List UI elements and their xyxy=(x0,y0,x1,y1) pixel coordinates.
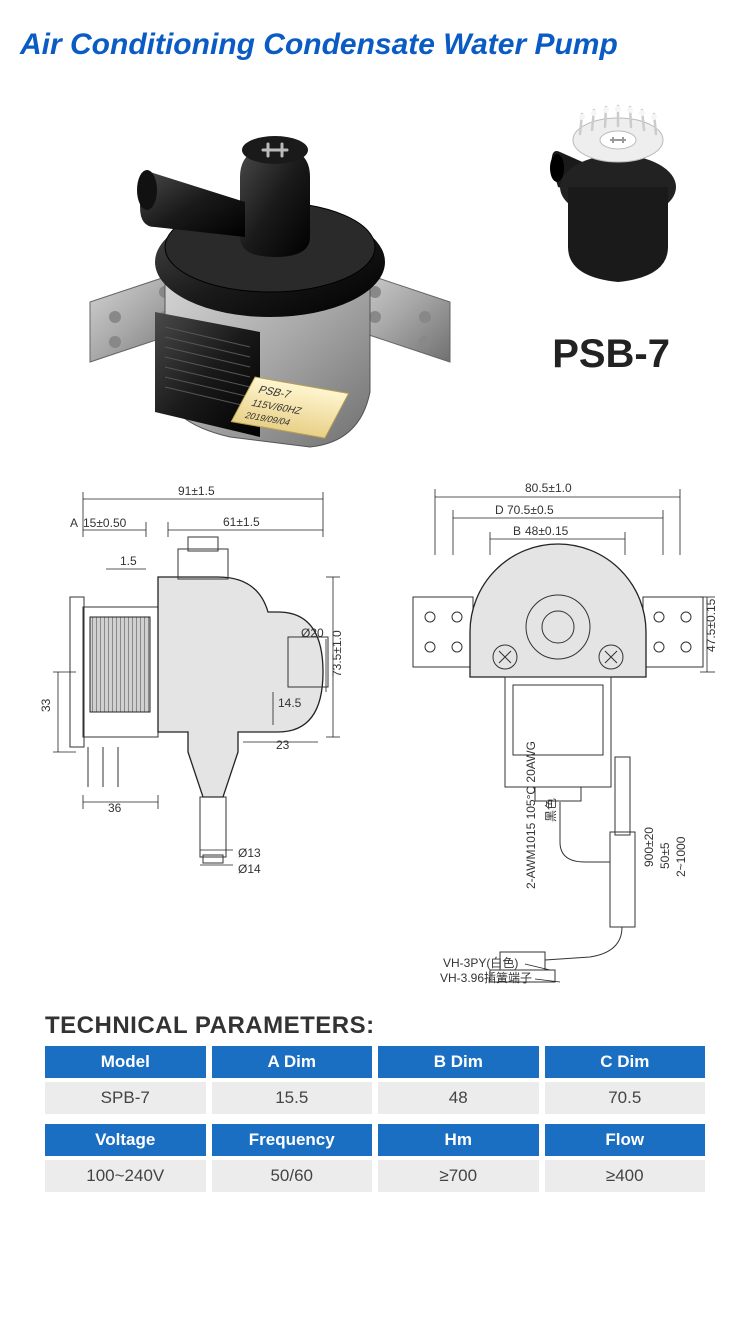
td-model: SPB-7 xyxy=(45,1082,206,1114)
td-flow: ≥400 xyxy=(545,1160,706,1192)
svg-text:Ø13: Ø13 xyxy=(238,846,261,860)
pump-main-photo: PSB-7 115V/60HZ 2019/09/04 xyxy=(80,92,460,452)
th-model: Model xyxy=(45,1046,206,1078)
pump-sub-photo xyxy=(530,92,690,292)
model-label: PSB-7 xyxy=(552,332,670,377)
svg-text:2-AWM1015 105°C 20AWG: 2-AWM1015 105°C 20AWG xyxy=(524,741,538,889)
svg-text:Ø20: Ø20 xyxy=(301,626,324,640)
svg-text:Ø14: Ø14 xyxy=(238,862,261,876)
svg-text:91±1.5: 91±1.5 xyxy=(178,484,215,498)
svg-text:2~1000: 2~1000 xyxy=(674,836,688,877)
svg-text:61±1.5: 61±1.5 xyxy=(223,515,260,529)
svg-text:50±5: 50±5 xyxy=(658,842,672,869)
svg-text:15±0.50: 15±0.50 xyxy=(83,516,127,530)
th-b-dim: B Dim xyxy=(378,1046,539,1078)
svg-text:VH-3.96插簧端子: VH-3.96插簧端子 xyxy=(440,970,532,985)
svg-text:黑色: 黑色 xyxy=(544,798,558,822)
th-a-dim: A Dim xyxy=(212,1046,373,1078)
td-c-dim: 70.5 xyxy=(545,1082,706,1114)
product-photo-area: PSB-7 115V/60HZ 2019/09/04 PSB-7 xyxy=(0,72,750,472)
svg-text:36: 36 xyxy=(108,801,122,815)
svg-text:A: A xyxy=(70,516,78,530)
svg-text:73.5±1.0: 73.5±1.0 xyxy=(330,630,344,677)
svg-text:14.5: 14.5 xyxy=(278,696,302,710)
td-frequency: 50/60 xyxy=(212,1160,373,1192)
svg-text:33: 33 xyxy=(39,698,53,712)
svg-text:80.5±1.0: 80.5±1.0 xyxy=(525,481,572,495)
th-hm: Hm xyxy=(378,1124,539,1156)
tech-heading: TECHNICAL PARAMETERS: xyxy=(45,1012,705,1040)
svg-text:1.5: 1.5 xyxy=(120,554,137,568)
td-voltage: 100~240V xyxy=(45,1160,206,1192)
param-table-2: Voltage Frequency Hm Flow 100~240V 50/60… xyxy=(45,1124,705,1192)
th-frequency: Frequency xyxy=(212,1124,373,1156)
svg-text:47.5±0.15: 47.5±0.15 xyxy=(704,598,718,652)
svg-text:70.5±0.5: 70.5±0.5 xyxy=(507,503,554,517)
diagram-front-view: 80.5±1.0 D 70.5±0.5 B 48±0.15 xyxy=(395,477,725,997)
svg-text:VH-3PY(白色): VH-3PY(白色) xyxy=(443,955,518,970)
svg-text:48±0.15: 48±0.15 xyxy=(525,524,569,538)
td-hm: ≥700 xyxy=(378,1160,539,1192)
td-b-dim: 48 xyxy=(378,1082,539,1114)
diagram-side-view: 91±1.5 A 15±0.50 61±1.5 1.5 xyxy=(28,477,368,917)
svg-text:B: B xyxy=(513,524,521,538)
param-table-1: Model A Dim B Dim C Dim SPB-7 15.5 48 70… xyxy=(45,1046,705,1114)
td-a-dim: 15.5 xyxy=(212,1082,373,1114)
svg-text:900±20: 900±20 xyxy=(642,827,656,867)
svg-text:D: D xyxy=(495,503,504,517)
technical-parameters: TECHNICAL PARAMETERS: Model A Dim B Dim … xyxy=(0,1012,750,1192)
technical-drawings: 91±1.5 A 15±0.50 61±1.5 1.5 xyxy=(0,472,750,1012)
svg-text:23: 23 xyxy=(276,738,290,752)
th-c-dim: C Dim xyxy=(545,1046,706,1078)
th-voltage: Voltage xyxy=(45,1124,206,1156)
page-title: Air Conditioning Condensate Water Pump xyxy=(0,0,750,72)
th-flow: Flow xyxy=(545,1124,706,1156)
